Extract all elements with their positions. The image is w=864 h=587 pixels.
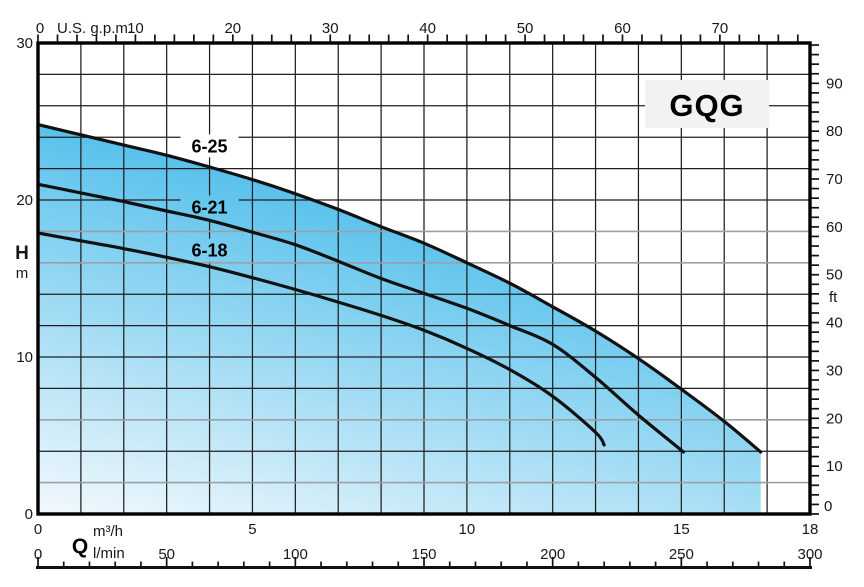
curve-label-box (180, 134, 239, 158)
top-axis-label: 0 (36, 20, 44, 37)
left-axis-label: 30 (16, 35, 33, 52)
right-axis-label: 90 (826, 75, 843, 92)
pump-curve-6-18 (36, 231, 606, 447)
curve-label-6-25: 6-25 (192, 136, 228, 156)
top-axis-unit: U.S. g.p.m. (57, 20, 132, 37)
curve-label-6-18: 6-18 (192, 241, 228, 261)
pump-curve-6-21 (36, 182, 686, 454)
top-axis-label: 50 (517, 20, 534, 37)
bottom-axis-unit-m3h: m³/h (93, 523, 123, 540)
right-axis-label: 70 (826, 171, 843, 188)
bottom-lmin-label: 0 (34, 546, 42, 563)
pump-curve-6-25 (36, 123, 763, 454)
left-axis-label: 10 (16, 349, 33, 366)
bottom-lmin-label: 300 (797, 546, 822, 563)
bottom-m3h-label: 0 (34, 521, 42, 538)
title-box (645, 80, 769, 128)
bottom-m3h-label: 15 (673, 521, 690, 538)
bottom-lmin-label: 100 (283, 546, 308, 563)
right-axis-label: 30 (826, 362, 843, 379)
bottom-lmin-label: 50 (158, 546, 175, 563)
curve-label-box (180, 195, 239, 219)
top-axis-label: 40 (419, 20, 436, 37)
curve-label-box (180, 238, 239, 262)
right-axis-label: 10 (826, 458, 843, 475)
left-axis-label: 20 (16, 192, 33, 209)
bottom-axis-title: Q (72, 535, 88, 558)
plot-border (36, 41, 812, 516)
right-axis-unit: ft (829, 289, 838, 306)
bottom-m3h-label: 10 (459, 521, 476, 538)
bottom-lmin-label: 150 (411, 546, 436, 563)
bottom-axis-unit-lmin: l/min (93, 545, 125, 562)
bottom-lmin-label: 250 (669, 546, 694, 563)
bottom-m3h-label: 5 (248, 521, 256, 538)
curve-label-6-21: 6-21 (192, 198, 228, 218)
right-axis-label: 80 (826, 123, 843, 140)
right-axis-label: 20 (826, 410, 843, 427)
title-text: GQG (669, 88, 744, 123)
right-axis-label: 40 (826, 315, 843, 332)
bottom-lmin-label: 200 (540, 546, 565, 563)
top-axis-label: 20 (224, 20, 241, 37)
bottom-m3h-label: 18 (802, 521, 819, 538)
right-axis-label: 60 (826, 219, 843, 236)
left-axis-label: 0 (25, 506, 33, 523)
top-axis-label: 70 (712, 20, 729, 37)
right-axis-label: 50 (826, 267, 843, 284)
left-axis-unit: m (16, 265, 29, 282)
top-axis-label: 10 (127, 20, 144, 37)
chart-generated-layers: 6-256-216-180 10 20 30 40 50 60 70U.S. g.p.m.01… (15, 20, 843, 569)
right-axis-label: 0 (824, 498, 832, 515)
top-axis-label: 30 (322, 20, 339, 37)
top-axis-label: 60 (614, 20, 631, 37)
chart-title-group: GQG (645, 80, 769, 128)
operating-range-area (38, 124, 761, 514)
left-axis-title: H (15, 243, 29, 264)
